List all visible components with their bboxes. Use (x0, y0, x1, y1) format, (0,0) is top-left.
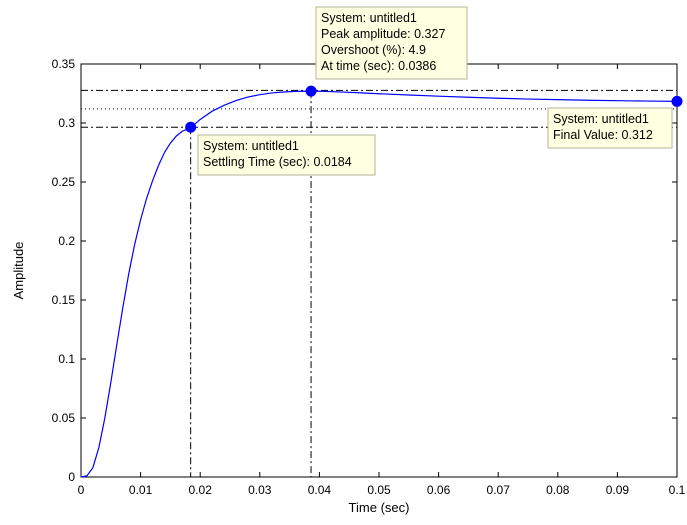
settling-time-marker (185, 121, 197, 133)
settling-datatip-line: Settling Time (sec): 0.0184 (203, 155, 352, 169)
peak-datatip-line: At time (sec): 0.0386 (321, 59, 436, 73)
y-tick-label: 0.1 (58, 352, 75, 366)
x-axis-title: Time (sec) (349, 500, 410, 515)
x-tick-label: 0.04 (308, 483, 332, 497)
final-value-datatip-line: Final Value: 0.312 (553, 128, 653, 142)
y-tick-label: 0 (68, 470, 75, 484)
final-value-datatip-line: System: untitled1 (553, 112, 649, 126)
settling-datatip: System: untitled1 Settling Time (sec): 0.… (197, 134, 376, 176)
y-tick-label: 0.15 (52, 293, 76, 307)
settling-datatip-line: System: untitled1 (203, 139, 299, 153)
x-tick-label: 0.03 (248, 483, 272, 497)
peak-datatip-line: System: untitled1 (321, 11, 417, 25)
x-tick-label: 0.07 (487, 483, 511, 497)
final-value-marker (671, 95, 683, 107)
peak-datatip-box (315, 6, 468, 80)
final-value-datatip: System: untitled1 Final Value: 0.312 (547, 107, 673, 149)
peak-marker (305, 85, 317, 97)
peak-datatip: System: untitled1 Peak amplitude: 0.327 Ov… (315, 6, 468, 80)
y-axis-title: Amplitude (11, 242, 26, 300)
peak-datatip-line: Peak amplitude: 0.327 (321, 27, 445, 41)
settling-datatip-box (197, 134, 376, 176)
peak-datatip-line: Overshoot (%): 4.9 (321, 43, 426, 57)
x-tick-label: 0.1 (669, 483, 686, 497)
y-tick-label: 0.2 (58, 234, 75, 248)
final-value-datatip-box (547, 107, 673, 149)
y-tick-label: 0.3 (58, 116, 75, 130)
y-tick-label: 0.35 (52, 57, 76, 71)
x-tick-label: 0 (78, 483, 85, 497)
step-response-line (80, 90, 678, 478)
y-tick-label: 0.25 (52, 175, 76, 189)
y-tick-label: 0.05 (52, 411, 76, 425)
x-tick-label: 0.09 (606, 483, 630, 497)
x-tick-label: 0.02 (189, 483, 213, 497)
x-tick-label: 0.08 (546, 483, 570, 497)
x-tick-label: 0.06 (427, 483, 451, 497)
x-tick-label: 0.01 (129, 483, 153, 497)
x-tick-label: 0.05 (367, 483, 391, 497)
